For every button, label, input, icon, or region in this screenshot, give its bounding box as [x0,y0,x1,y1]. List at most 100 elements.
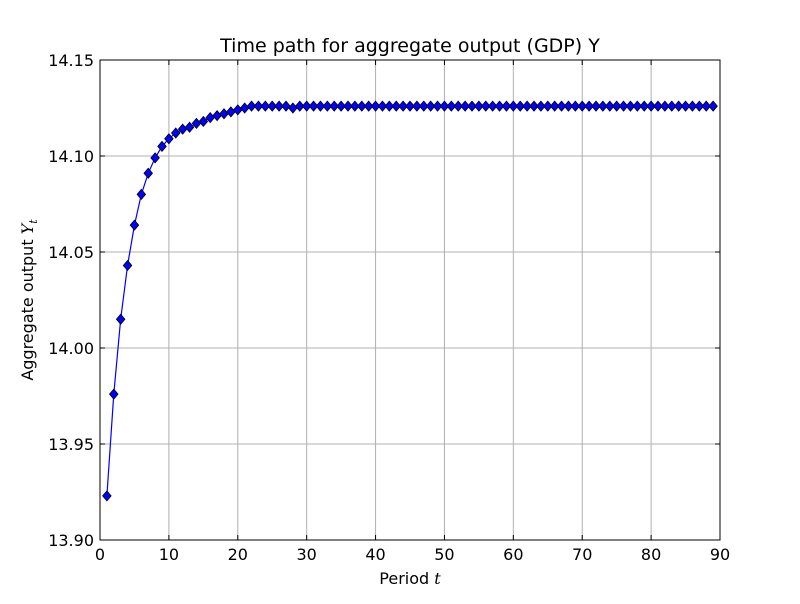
data-point-marker [391,100,401,112]
data-point-marker [522,100,532,112]
data-point-marker [446,100,457,112]
plot-frame [99,59,721,541]
data-point-marker [536,100,546,112]
data-point-marker [198,115,209,128]
tick-labels: 0 10 20 30 40 50 60 70 80 90 13.90 13.95 14.00 14.05 1… [48,51,730,564]
data-point-marker [508,100,519,112]
data-point-marker [267,100,277,112]
data-point-marker [577,100,587,112]
data-point-marker [625,100,636,112]
data-point-marker [157,140,167,153]
data-point-marker [432,100,443,112]
data-point-marker [274,100,284,112]
data-point-marker [419,100,429,112]
data-point-marker [501,100,512,112]
data-point-marker [115,313,126,325]
x-tick-label: 60 [503,545,523,564]
data-point-marker [122,259,133,272]
data-point-marker [632,100,643,112]
x-tick-label: 40 [365,545,385,564]
data-point-marker [529,100,539,112]
data-point-marker [150,152,160,164]
data-point-marker [412,100,422,112]
data-point-marker [460,100,470,112]
x-tick-label: 20 [228,545,248,564]
data-point-marker [109,388,119,400]
data-point-marker [667,100,677,112]
data-point-marker [467,100,477,112]
data-point-marker [425,100,436,112]
data-point-marker [680,100,691,112]
data-point-marker [618,100,629,112]
data-point-marker [260,100,271,112]
data-point-marker [646,100,656,112]
data-point-marker [591,100,601,112]
y-axis-symbol: Y [18,222,37,234]
data-point-marker [184,121,195,133]
x-tick-label: 90 [710,545,730,564]
data-point-marker [605,100,615,112]
data-point-marker [370,100,381,112]
data-point-marker [301,100,312,112]
y-axis-title-text: Aggregate output [18,234,37,380]
data-point-marker [653,100,663,112]
data-point-marker [708,100,718,112]
data-point-marker [129,219,140,231]
data-point-marker [584,100,594,112]
y-tick-label: 14.05 [48,243,94,262]
data-point-marker [549,100,560,112]
data-point-marker [329,100,339,112]
data-point-marker [171,127,181,139]
data-point-marker [701,100,711,112]
data-point-marker [556,100,567,112]
y-tick-label: 14.00 [48,339,94,358]
data-point-marker [102,490,112,502]
data-point-marker [598,100,608,112]
x-tick-label: 70 [572,545,592,564]
data-point-marker [563,100,574,112]
data-point-marker [660,100,670,112]
y-tick-label: 14.15 [48,51,94,70]
data-point-marker [694,100,705,112]
data-point-marker [570,100,581,112]
series-layer [102,100,718,502]
data-point-marker [350,100,360,112]
data-point-marker [474,100,484,112]
x-tick-label: 10 [159,545,179,564]
data-point-marker [143,167,153,179]
data-point-marker [136,188,147,201]
data-point-marker [343,100,353,112]
data-point-marker [673,100,684,112]
data-point-marker [308,100,319,112]
y-tick-label: 13.95 [48,435,94,454]
data-point-marker [494,100,505,112]
tick-marks [99,59,721,541]
y-tick-label: 14.10 [48,147,94,166]
x-tick-label: 30 [296,545,316,564]
data-point-marker [481,100,491,112]
data-point-marker [405,100,415,112]
data-point-marker [253,100,264,112]
x-axis-symbol: t [434,569,441,588]
data-point-marker [164,133,174,145]
data-point-marker [377,100,388,112]
y-axis-subscript: t [27,219,40,224]
data-point-marker [687,100,698,112]
x-axis-title-text: Period [379,569,434,588]
data-point-marker [398,100,408,112]
y-tick-label: 13.90 [48,531,94,550]
data-point-marker [315,100,326,112]
x-tick-label: 0 [95,545,105,564]
chart-title: Time path for aggregate output (GDP) Y [219,35,600,57]
data-point-marker [281,100,291,112]
data-point-marker [322,100,333,112]
data-point-marker [246,100,257,112]
data-point-marker [363,100,374,112]
data-point-marker [639,100,649,112]
data-point-marker [487,100,498,112]
data-point-marker [384,100,395,112]
data-point-marker [439,100,450,112]
data-point-marker [515,100,525,112]
